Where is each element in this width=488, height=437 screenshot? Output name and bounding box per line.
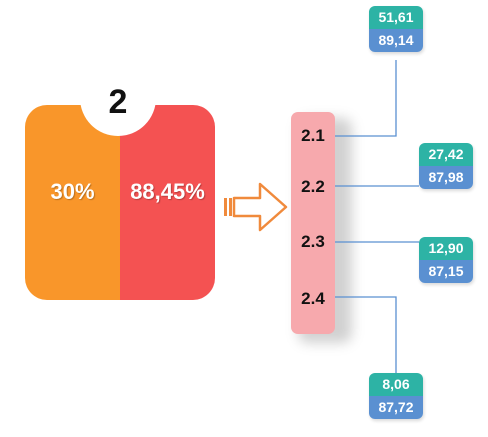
value-box-bottom: 87,98 (419, 166, 473, 189)
section-card-right-half (120, 105, 215, 300)
subsection-label-2-2: 2.2 (301, 177, 325, 196)
right-arrow-icon (224, 182, 288, 232)
value-box-top: 51,61 (369, 6, 423, 29)
value-box-bottom: 89,14 (369, 29, 423, 52)
value-box-bottom: 87,15 (419, 260, 473, 283)
section-left-value: 30% (50, 179, 95, 204)
value-box-2-3: 12,90 87,15 (419, 237, 473, 283)
value-box-top: 12,90 (419, 237, 473, 260)
value-box-top: 27,42 (419, 143, 473, 166)
value-box-2-2: 27,42 87,98 (419, 143, 473, 189)
value-box-2-1: 51,61 89,14 (369, 6, 423, 52)
subsection-label-2-4: 2.4 (301, 289, 325, 308)
connector-2-4 (335, 296, 397, 373)
value-box-bottom: 87,72 (369, 396, 423, 419)
section-number: 2 (108, 83, 128, 121)
value-box-2-4: 8,06 87,72 (369, 373, 423, 419)
section-right-value: 88,45% (130, 179, 205, 204)
subsection-label-2-3: 2.3 (301, 232, 325, 251)
subsection-label-2-1: 2.1 (301, 126, 325, 145)
section-number-notch (80, 60, 156, 136)
subsection-column (291, 112, 335, 334)
section-card-left-half (25, 105, 120, 300)
section-card: 30% 88,45% (25, 105, 215, 300)
value-box-top: 8,06 (369, 373, 423, 396)
connector-2-1 (335, 60, 397, 137)
